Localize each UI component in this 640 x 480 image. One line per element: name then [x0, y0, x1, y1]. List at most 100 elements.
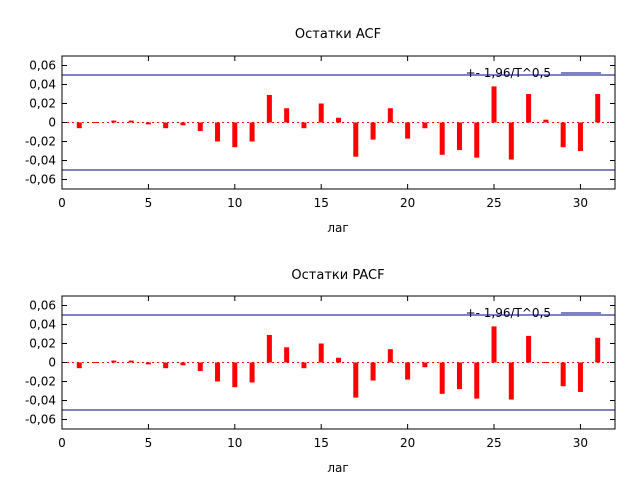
acf-xlabel: лаг — [327, 221, 348, 235]
acf-bar — [353, 122, 359, 157]
acf-bar — [163, 122, 169, 129]
pacf-bar — [180, 362, 186, 366]
pacf-legend-label: +- 1,96/T^0,5 — [466, 306, 551, 320]
acf-bar — [266, 94, 272, 123]
acf-xtick-label: 20 — [400, 196, 415, 210]
acf-bar — [526, 94, 532, 123]
pacf-bar — [508, 362, 514, 400]
pacf-ytick-label: -0,04 — [25, 394, 56, 408]
acf-bar — [387, 108, 393, 123]
acf-xtick-label: 0 — [58, 196, 66, 210]
acf-xtick-label: 10 — [227, 196, 242, 210]
pacf-bar — [491, 326, 497, 363]
pacf-panel: Остатки PACF лаг +- 1,96/T^0,5 0,06 0,04 0… — [25, 268, 616, 475]
acf-xtick-label: 25 — [486, 196, 501, 210]
pacf-bar — [145, 362, 151, 365]
pacf-ytick-label: 0,06 — [29, 299, 56, 313]
acf-bar — [249, 122, 255, 142]
acf-ytick-label: 0,04 — [29, 78, 56, 92]
pacf-ytick-label: 0 — [48, 356, 56, 370]
acf-bar — [232, 122, 238, 148]
acf-bar — [76, 122, 82, 129]
acf-bar — [491, 86, 497, 123]
pacf-bar — [284, 347, 290, 363]
pacf-bar — [456, 362, 462, 390]
acf-bar — [595, 94, 601, 123]
pacf-bar — [387, 349, 393, 363]
pacf-bar — [543, 362, 549, 363]
pacf-bar — [474, 362, 480, 399]
pacf-bar — [422, 362, 428, 368]
pacf-xtick-label: 5 — [145, 436, 153, 450]
pacf-bar — [163, 362, 169, 369]
pacf-bar — [249, 362, 255, 383]
acf-panel: Остатки ACF лаг +- 1,96/T^0,5 0,06 0,04 0,… — [25, 27, 616, 235]
pacf-bar — [560, 362, 566, 387]
pacf-bar — [197, 362, 203, 372]
pacf-bar — [94, 362, 100, 363]
acf-bar — [197, 122, 203, 132]
pacf-xtick-label: 30 — [573, 436, 588, 450]
pacf-bar — [370, 362, 376, 381]
acf-bar — [439, 122, 445, 155]
acf-bar — [111, 120, 117, 123]
pacf-xtick-label: 20 — [400, 436, 415, 450]
pacf-xtick-label: 0 — [58, 436, 66, 450]
pacf-bar — [301, 362, 307, 369]
acf-xtick-label: 15 — [314, 196, 329, 210]
acf-bar — [318, 103, 324, 123]
acf-bar — [284, 108, 290, 123]
pacf-plot-frame — [61, 295, 616, 430]
acf-bar — [422, 122, 428, 129]
pacf-bar — [128, 360, 134, 363]
acf-bar — [336, 117, 341, 123]
acf-bar — [474, 122, 480, 158]
pacf-bar — [318, 343, 324, 363]
pacf-bar — [595, 337, 601, 363]
pacf-xtick-label: 10 — [227, 436, 242, 450]
pacf-bar — [577, 362, 583, 392]
acf-ytick-label: -0,06 — [25, 173, 56, 187]
acf-bar — [301, 122, 307, 129]
acf-bar — [405, 122, 411, 139]
acf-ytick-label: 0,06 — [29, 59, 56, 73]
pacf-bar — [526, 335, 532, 363]
acf-xtick-label: 5 — [145, 196, 153, 210]
acf-bar — [215, 122, 221, 142]
acf-bar — [456, 122, 462, 151]
pacf-xlabel: лаг — [327, 461, 348, 475]
pacf-bar — [111, 360, 117, 363]
pacf-bar — [336, 357, 341, 363]
acf-ytick-label: -0,02 — [25, 135, 56, 149]
pacf-ytick-label: 0,02 — [29, 337, 56, 351]
acf-legend-label: +- 1,96/T^0,5 — [466, 66, 551, 80]
pacf-bar — [439, 362, 445, 394]
acf-ytick-label: 0 — [48, 116, 56, 130]
acf-bar — [560, 122, 566, 148]
acf-bar — [508, 122, 514, 160]
pacf-bar — [76, 362, 82, 369]
acf-bar — [180, 122, 186, 126]
pacf-title: Остатки PACF — [291, 268, 384, 283]
acf-bar — [577, 122, 583, 151]
pacf-bar — [353, 362, 359, 398]
pacf-ytick-label: -0,06 — [25, 413, 56, 427]
pacf-xtick-label: 25 — [486, 436, 501, 450]
pacf-xtick-label: 15 — [314, 436, 329, 450]
acf-bar — [543, 119, 549, 123]
pacf-bar — [215, 362, 221, 382]
pacf-bar — [232, 362, 238, 388]
acf-bar — [94, 122, 100, 123]
acf-xtick-label: 30 — [573, 196, 588, 210]
pacf-ytick-label: -0,02 — [25, 375, 56, 389]
acf-bar — [370, 122, 376, 140]
pacf-bar — [405, 362, 411, 380]
pacf-bar — [266, 334, 272, 363]
acf-bar — [128, 120, 134, 123]
acf-ytick-label: 0,02 — [29, 97, 56, 111]
acf-plot-frame — [61, 55, 616, 190]
acf-title: Остатки ACF — [295, 27, 381, 42]
pacf-ytick-label: 0,04 — [29, 318, 56, 332]
acf-ytick-label: -0,04 — [25, 154, 56, 168]
